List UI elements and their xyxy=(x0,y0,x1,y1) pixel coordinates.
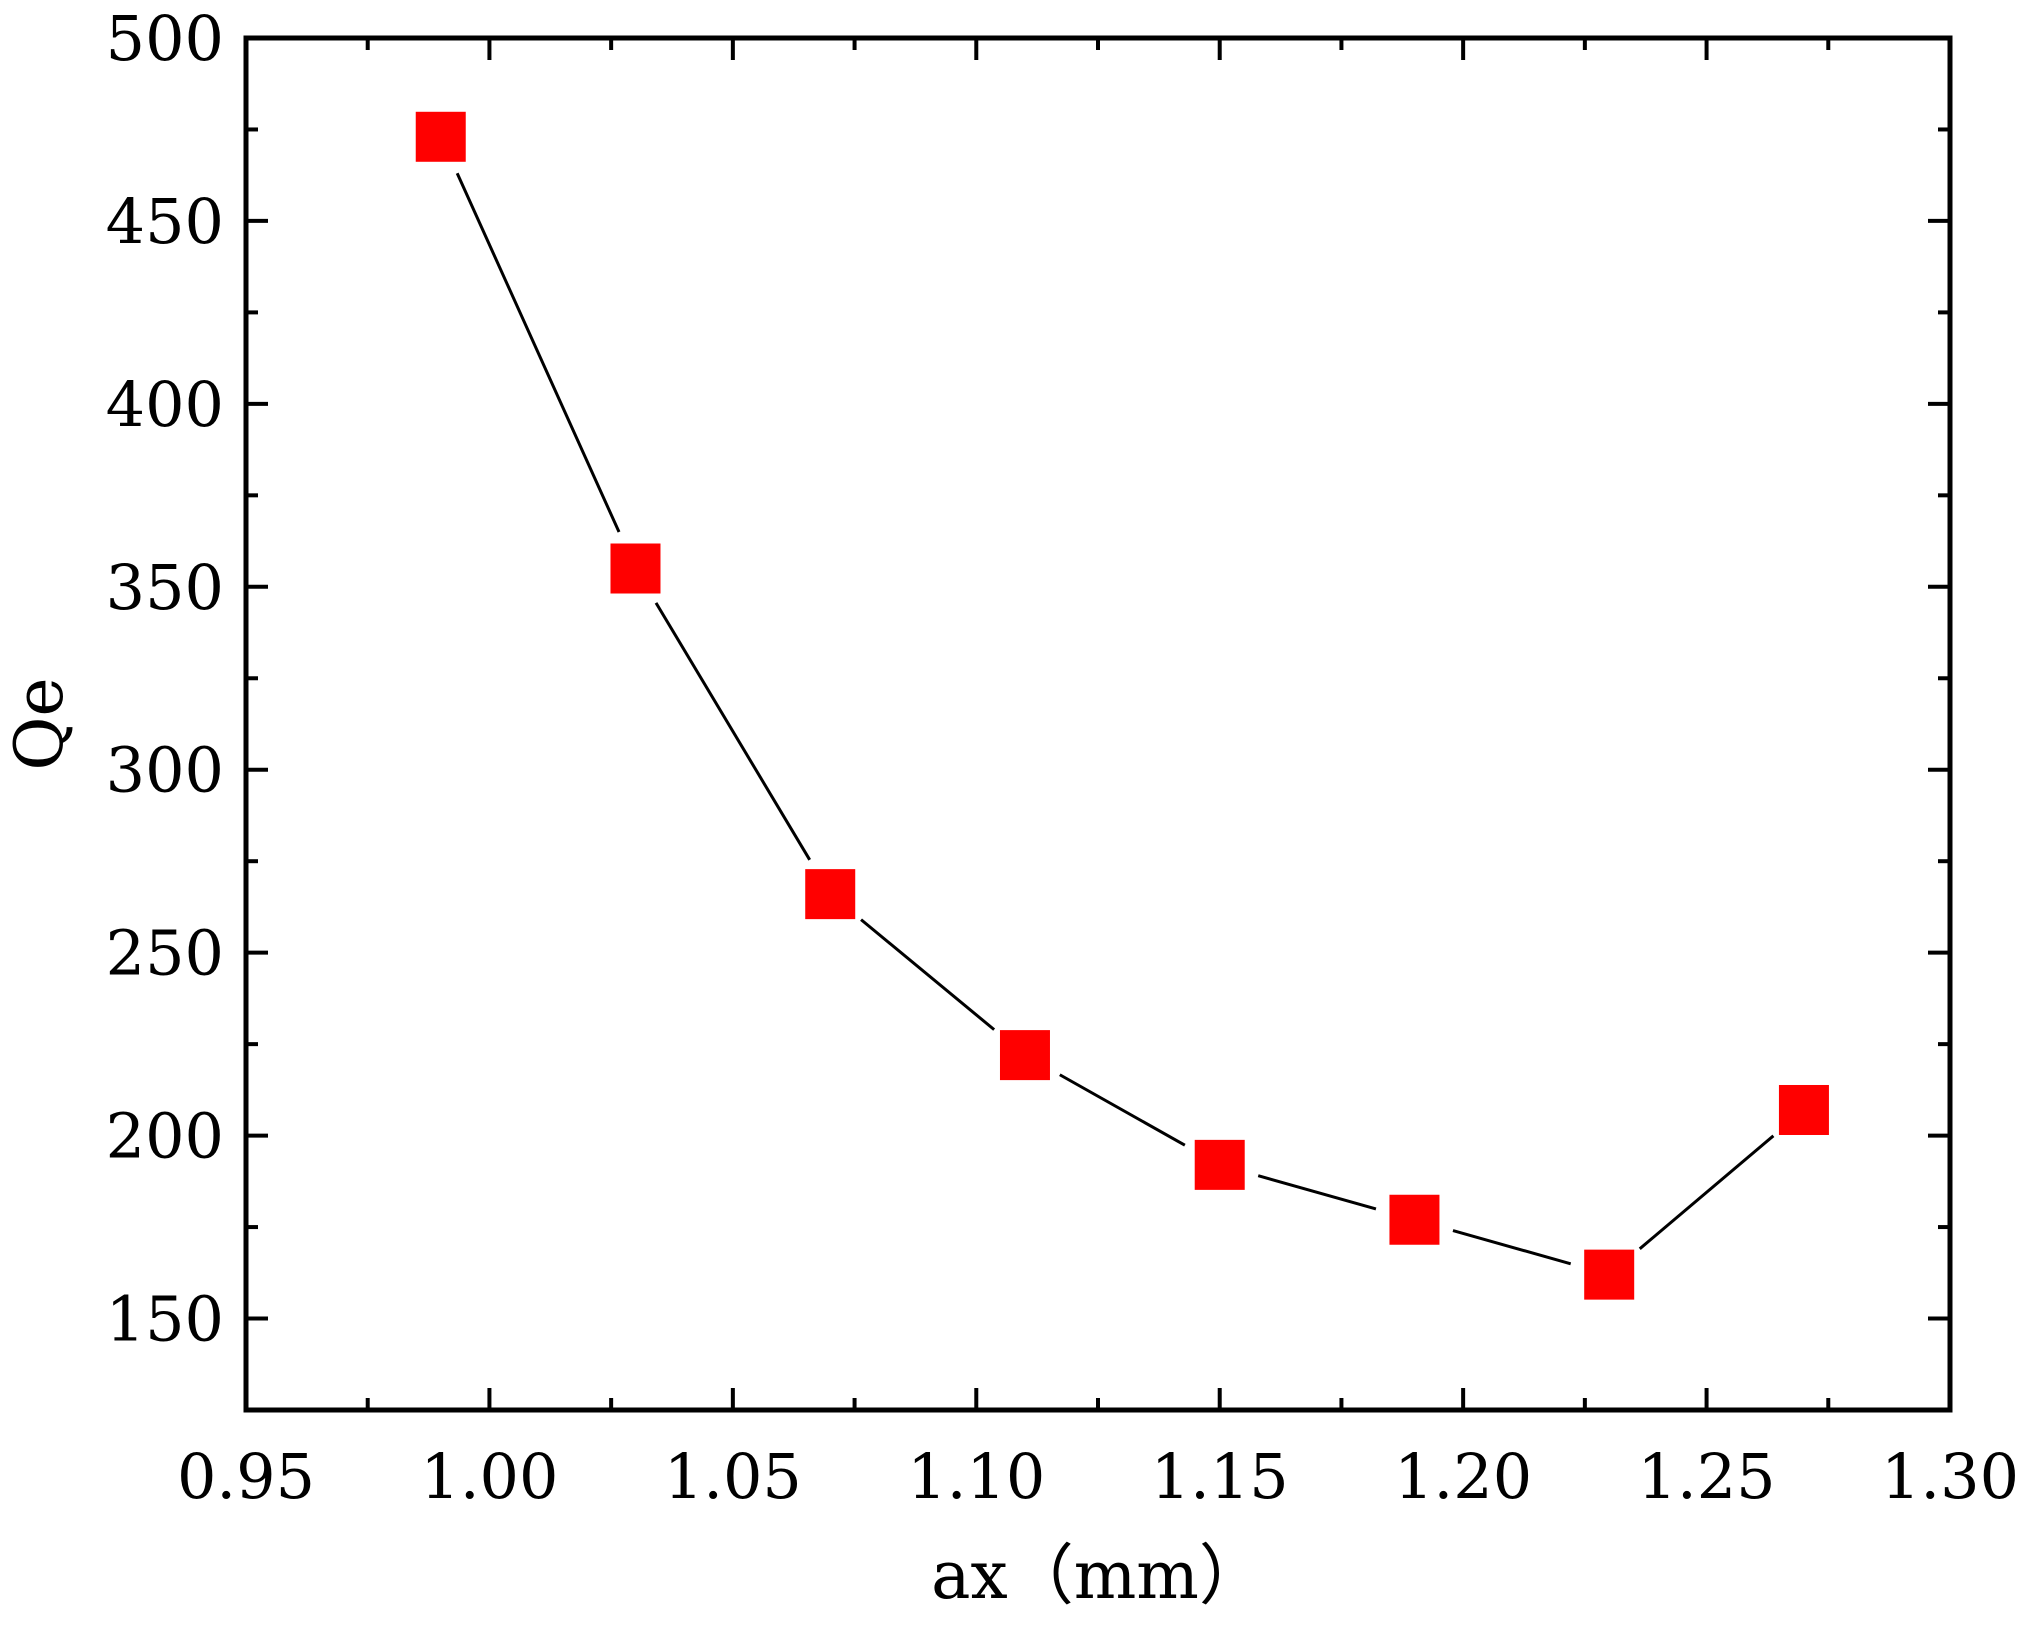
series-line-segment xyxy=(654,602,811,861)
y-tick-label: 200 xyxy=(106,1100,224,1173)
y-tick-label: 300 xyxy=(106,734,224,807)
data-point-marker xyxy=(415,111,466,162)
y-tick-label: 450 xyxy=(106,185,224,258)
series-line-segment xyxy=(455,172,621,533)
x-tick-label: 1.00 xyxy=(420,1440,558,1513)
series-line-segment xyxy=(1257,1174,1377,1211)
x-tick-label: 1.25 xyxy=(1638,1440,1776,1513)
series-line-segment xyxy=(1638,1134,1775,1250)
x-tick-label: 1.15 xyxy=(1151,1440,1289,1513)
x-tick-label: 1.10 xyxy=(907,1440,1045,1513)
x-tick-label: 1.30 xyxy=(1881,1440,2019,1513)
data-point-marker xyxy=(999,1030,1050,1081)
data-point-marker xyxy=(1584,1249,1635,1300)
x-tick-label: 0.95 xyxy=(177,1440,315,1513)
y-tick-label: 250 xyxy=(106,917,224,990)
series-line-segment xyxy=(860,918,996,1031)
series-line-segment xyxy=(1452,1229,1572,1266)
series-layer xyxy=(415,111,1829,1300)
x-tick-label: 1.20 xyxy=(1394,1440,1532,1513)
y-tick-label: 400 xyxy=(106,368,224,441)
data-point-marker xyxy=(805,869,856,920)
data-point-marker xyxy=(1194,1139,1245,1190)
data-point-marker xyxy=(1778,1084,1829,1135)
labels-layer: 0.95 1.00 1.05 1.10 1.15 1.20 1.25 1.30 150 200 25… xyxy=(106,2,2019,1513)
x-tick-label: 1.05 xyxy=(664,1440,802,1513)
x-axis-title: ax（mm） xyxy=(931,1537,1265,1614)
data-point-marker xyxy=(610,543,661,594)
y-axis-title: Qe xyxy=(1,677,78,770)
series-line-segment xyxy=(1059,1073,1186,1147)
plot-frame xyxy=(243,35,1953,1413)
y-tick-label: 500 xyxy=(106,2,224,75)
y-tick-label: 350 xyxy=(106,551,224,624)
y-tick-label: 150 xyxy=(106,1283,224,1356)
data-point-marker xyxy=(1389,1194,1440,1245)
